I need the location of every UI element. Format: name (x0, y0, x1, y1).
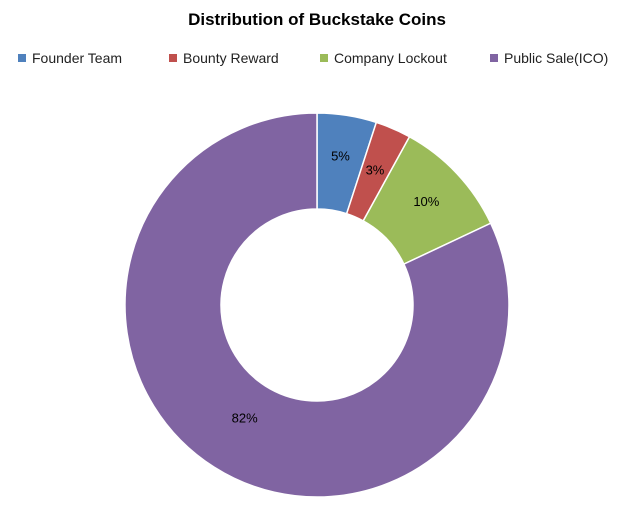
legend-item-public-sale: Public Sale(ICO) (490, 50, 608, 66)
slice-public-sale-ico (124, 112, 510, 498)
chart-title: Distribution of Buckstake Coins (188, 10, 446, 29)
data-label-public-sale-ico: 82% (232, 410, 258, 425)
legend-swatch-company-lockout (320, 54, 328, 62)
legend-swatch-bounty-reward (169, 54, 177, 62)
legend-label-founder-team: Founder Team (32, 50, 123, 66)
data-label-founder-team: 5% (331, 148, 350, 163)
legend-item-founder-team: Founder Team (18, 50, 122, 66)
donut-data-labels: 5% 3% 10% 82% (232, 148, 440, 425)
data-label-company-lockout: 10% (413, 194, 439, 209)
legend-item-company-lockout: Company Lockout (320, 50, 447, 66)
data-label-bounty-reward: 3% (366, 162, 385, 177)
legend: Founder Team Bounty Reward Company Locko… (18, 50, 628, 70)
donut-slices (124, 112, 510, 498)
legend-item-bounty-reward: Bounty Reward (169, 50, 279, 66)
legend-swatch-public-sale (490, 54, 498, 62)
legend-swatch-founder-team (18, 54, 26, 62)
legend-label-public-sale: Public Sale(ICO) (504, 50, 609, 66)
legend-label-bounty-reward: Bounty Reward (183, 50, 279, 66)
legend-label-company-lockout: Company Lockout (334, 50, 447, 66)
